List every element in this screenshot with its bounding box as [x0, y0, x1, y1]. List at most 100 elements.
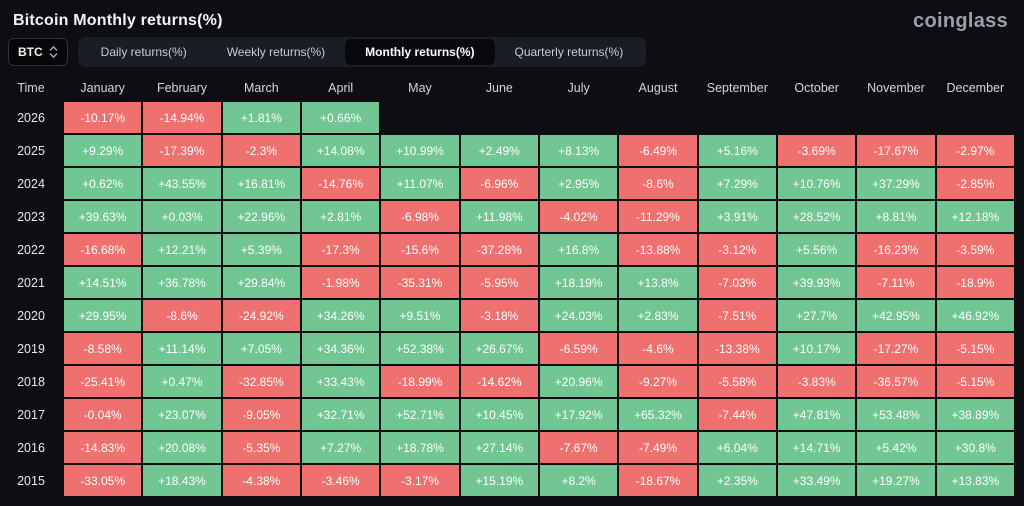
return-cell: +28.52% [778, 201, 856, 232]
return-cell: +27.14% [460, 432, 538, 463]
empty-cell [857, 102, 934, 133]
return-cell: +2.35% [698, 465, 776, 496]
tab-monthly[interactable]: Monthly returns(%) [345, 39, 495, 65]
return-cell: -6.59% [540, 333, 618, 364]
return-cell: +16.8% [540, 234, 618, 265]
tab-quarterly[interactable]: Quarterly returns(%) [514, 45, 624, 59]
return-cell: -15.6% [381, 234, 459, 265]
return-cell: +5.42% [857, 432, 935, 463]
return-cell: -7.67% [540, 432, 618, 463]
return-cell: -37.28% [460, 234, 538, 265]
return-cell: +65.32% [619, 399, 697, 430]
month-column-header: May [408, 81, 432, 95]
return-cell: +32.71% [302, 399, 380, 430]
year-label: 2025 [17, 143, 45, 158]
year-label: 2026 [17, 110, 45, 125]
return-cell: +36.78% [143, 267, 221, 298]
month-column-header: December [946, 81, 1005, 95]
year-label: 2017 [17, 407, 45, 422]
return-cell: +5.16% [698, 135, 776, 166]
return-cell: -5.95% [460, 267, 538, 298]
month-column-header: June [485, 81, 513, 95]
return-cell: +18.19% [540, 267, 618, 298]
year-label: 2020 [17, 308, 45, 323]
return-cell: +13.8% [619, 267, 697, 298]
controls-row: BTC Daily returns(%) Weekly returns(%) Mon… [0, 34, 1024, 72]
month-column-header: April [328, 81, 354, 95]
return-cell: -13.38% [698, 333, 776, 364]
return-cell: +1.81% [222, 102, 300, 133]
return-cell: -4.6% [619, 333, 697, 364]
return-cell: -17.39% [143, 135, 221, 166]
return-cell: -5.15% [936, 366, 1014, 397]
table-header-row: Time January February March April May June July… [0, 74, 1014, 102]
return-cell: -8.6% [619, 168, 697, 199]
month-column-header: February [156, 81, 207, 95]
return-cell: +14.08% [302, 135, 380, 166]
return-cell: -3.12% [698, 234, 776, 265]
year-label: 2019 [17, 341, 45, 356]
return-cell: -2.3% [222, 135, 300, 166]
return-cell: -10.17% [64, 102, 142, 133]
symbol-select-value: BTC [18, 45, 43, 59]
coinglass-logo: coinglass [913, 9, 1008, 32]
month-column-header: September [706, 81, 768, 95]
month-column-header: October [794, 81, 839, 95]
return-cell: +23.07% [143, 399, 221, 430]
return-cell: +24.03% [540, 300, 618, 331]
return-cell: -3.18% [460, 300, 538, 331]
return-cell: +8.81% [857, 201, 935, 232]
return-cell: +52.38% [381, 333, 459, 364]
return-cell: -3.17% [381, 465, 459, 496]
return-cell: -3.59% [936, 234, 1014, 265]
return-cell: +42.95% [857, 300, 935, 331]
return-cell: -17.3% [302, 234, 380, 265]
return-cell: +8.13% [540, 135, 618, 166]
return-cell: -7.44% [698, 399, 776, 430]
return-cell: -9.05% [222, 399, 300, 430]
chevron-up-down-icon [49, 46, 57, 58]
tab-weekly[interactable]: Weekly returns(%) [226, 45, 326, 59]
return-cell: -35.31% [381, 267, 459, 298]
return-cell: -7.11% [857, 267, 935, 298]
return-cell: +17.92% [540, 399, 618, 430]
month-column-header: July [567, 81, 590, 95]
return-cell: -7.51% [698, 300, 776, 331]
return-cell: +5.39% [222, 234, 300, 265]
return-cell: +38.89% [936, 399, 1014, 430]
returns-interval-tabs: Daily returns(%) Weekly returns(%) Monthly… [77, 37, 647, 67]
return-cell: -2.85% [936, 168, 1014, 199]
return-cell: +7.05% [222, 333, 300, 364]
return-cell: +19.27% [857, 465, 935, 496]
return-cell: +27.7% [778, 300, 856, 331]
return-cell: +18.78% [381, 432, 459, 463]
return-cell: +34.26% [302, 300, 380, 331]
return-cell: +29.84% [222, 267, 300, 298]
return-cell: +11.14% [143, 333, 221, 364]
return-cell: -9.27% [619, 366, 697, 397]
return-cell: +39.63% [64, 201, 142, 232]
return-cell: -4.38% [222, 465, 300, 496]
symbol-select[interactable]: BTC [8, 38, 68, 66]
return-cell: -8.6% [143, 300, 221, 331]
tab-daily[interactable]: Daily returns(%) [100, 45, 187, 59]
year-label: 2021 [17, 275, 45, 290]
return-cell: +30.8% [936, 432, 1014, 463]
return-cell: +2.49% [460, 135, 538, 166]
empty-cell [937, 102, 1014, 133]
month-column-header: January [80, 81, 125, 95]
return-cell: +43.55% [143, 168, 221, 199]
return-cell: -1.98% [302, 267, 380, 298]
empty-cell [461, 102, 538, 133]
return-cell: -7.03% [698, 267, 776, 298]
return-cell: +46.92% [936, 300, 1014, 331]
returns-grid-body: 2026 -10.17% -14.94% +1.81% +0.66% 2025 +9.29%… [0, 102, 1014, 496]
return-cell: -3.83% [778, 366, 856, 397]
return-cell: -14.76% [302, 168, 380, 199]
return-cell: +22.96% [222, 201, 300, 232]
empty-cell [381, 102, 458, 133]
return-cell: -3.69% [778, 135, 856, 166]
return-cell: -11.29% [619, 201, 697, 232]
return-cell: +33.43% [302, 366, 380, 397]
time-column-header: Time [17, 81, 45, 95]
